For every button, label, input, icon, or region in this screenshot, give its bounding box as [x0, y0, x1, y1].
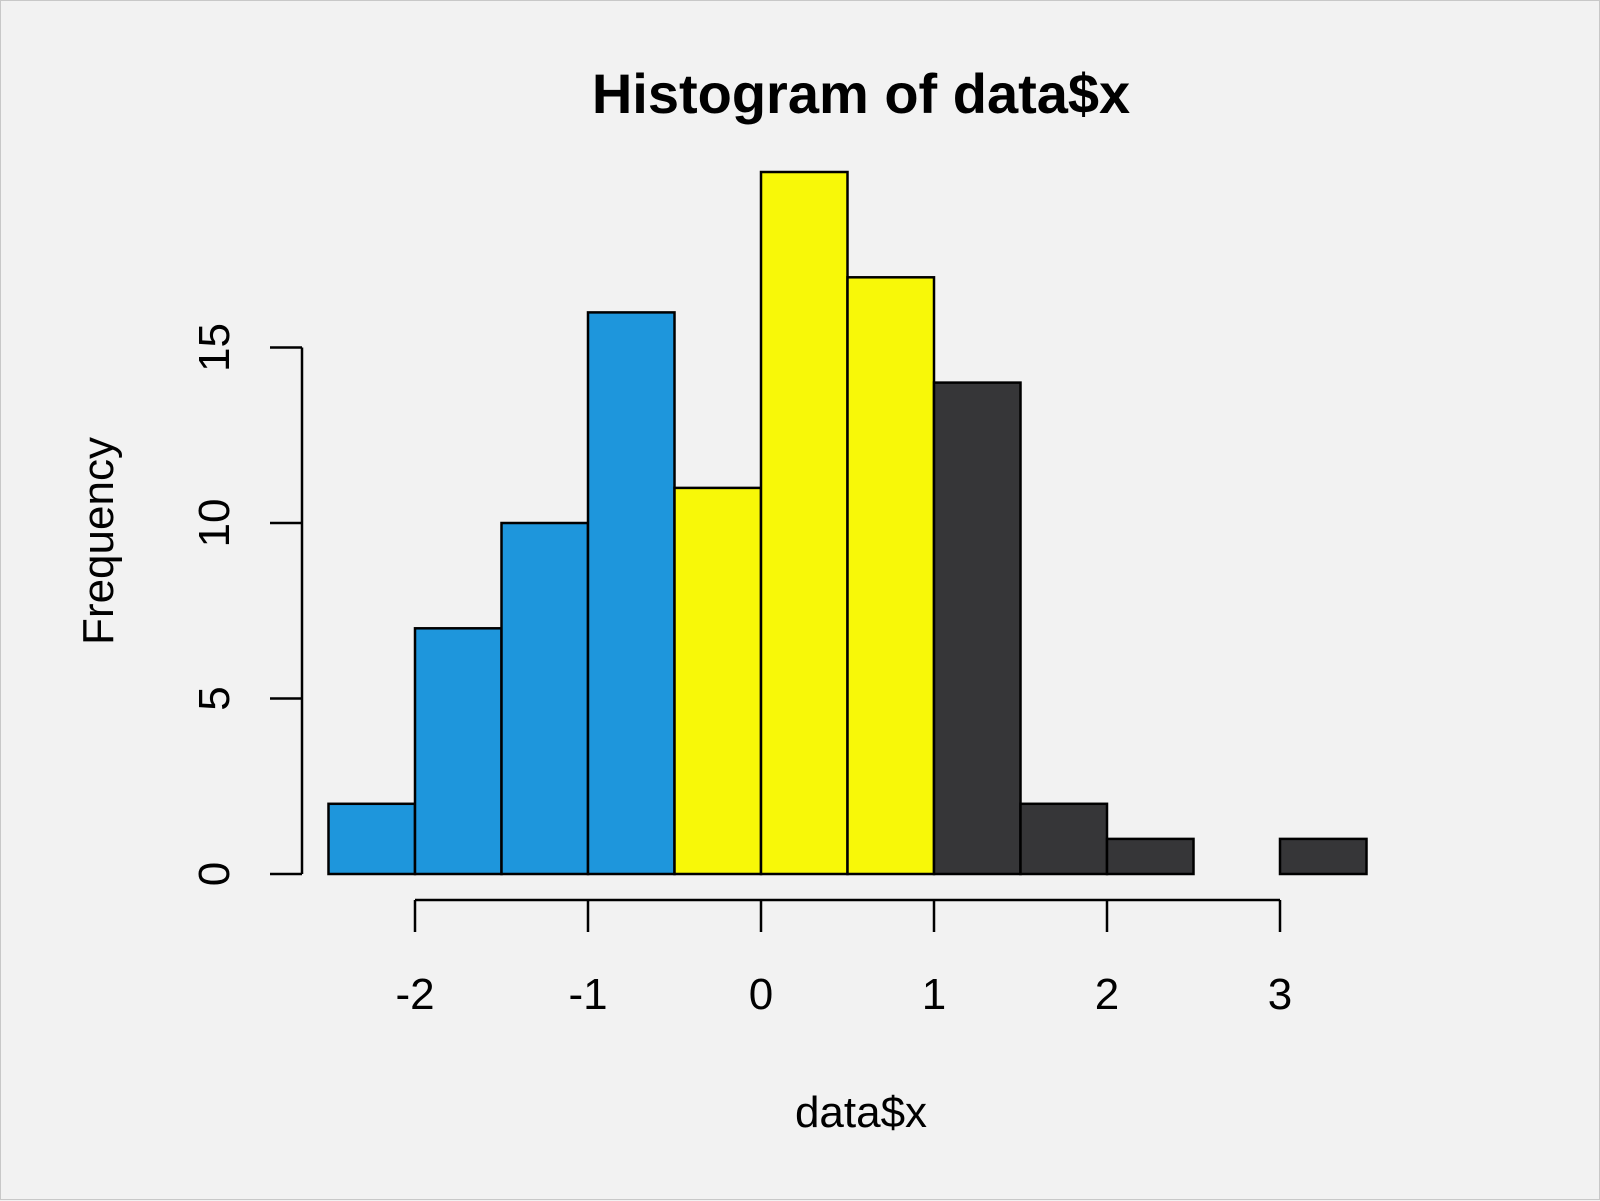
chart-title: Histogram of data$x — [592, 62, 1130, 125]
histogram-bar — [500, 521, 590, 876]
x-tick-label: 3 — [1268, 970, 1292, 1019]
histogram-bar — [846, 276, 936, 876]
histogram-bar — [1019, 802, 1109, 876]
histogram-bar — [759, 170, 849, 876]
histogram-bars — [327, 170, 1368, 876]
y-axis: 0 5 10 15 — [190, 323, 304, 886]
histogram-bar — [413, 627, 503, 876]
x-tick-label: -2 — [395, 970, 434, 1019]
x-tick-label: 2 — [1095, 970, 1119, 1019]
y-tick-label: 5 — [190, 686, 239, 710]
y-axis-label: Frequency — [74, 437, 123, 645]
histogram-bar — [327, 802, 417, 876]
histogram-bar — [673, 486, 763, 876]
histogram-bar — [1105, 837, 1195, 876]
y-tick-label: 15 — [190, 323, 239, 372]
x-tick-label: 0 — [749, 970, 773, 1019]
x-tick-label: -1 — [568, 970, 607, 1019]
y-tick-label: 0 — [190, 862, 239, 886]
histogram-bar — [1278, 837, 1368, 876]
x-axis: -2 -1 0 1 2 3 — [395, 898, 1292, 1019]
histogram-bar — [932, 381, 1022, 876]
histogram-bar — [586, 311, 676, 876]
x-tick-label: 1 — [922, 970, 946, 1019]
y-tick-label: 10 — [190, 499, 239, 548]
x-axis-label: data$x — [795, 1088, 927, 1137]
